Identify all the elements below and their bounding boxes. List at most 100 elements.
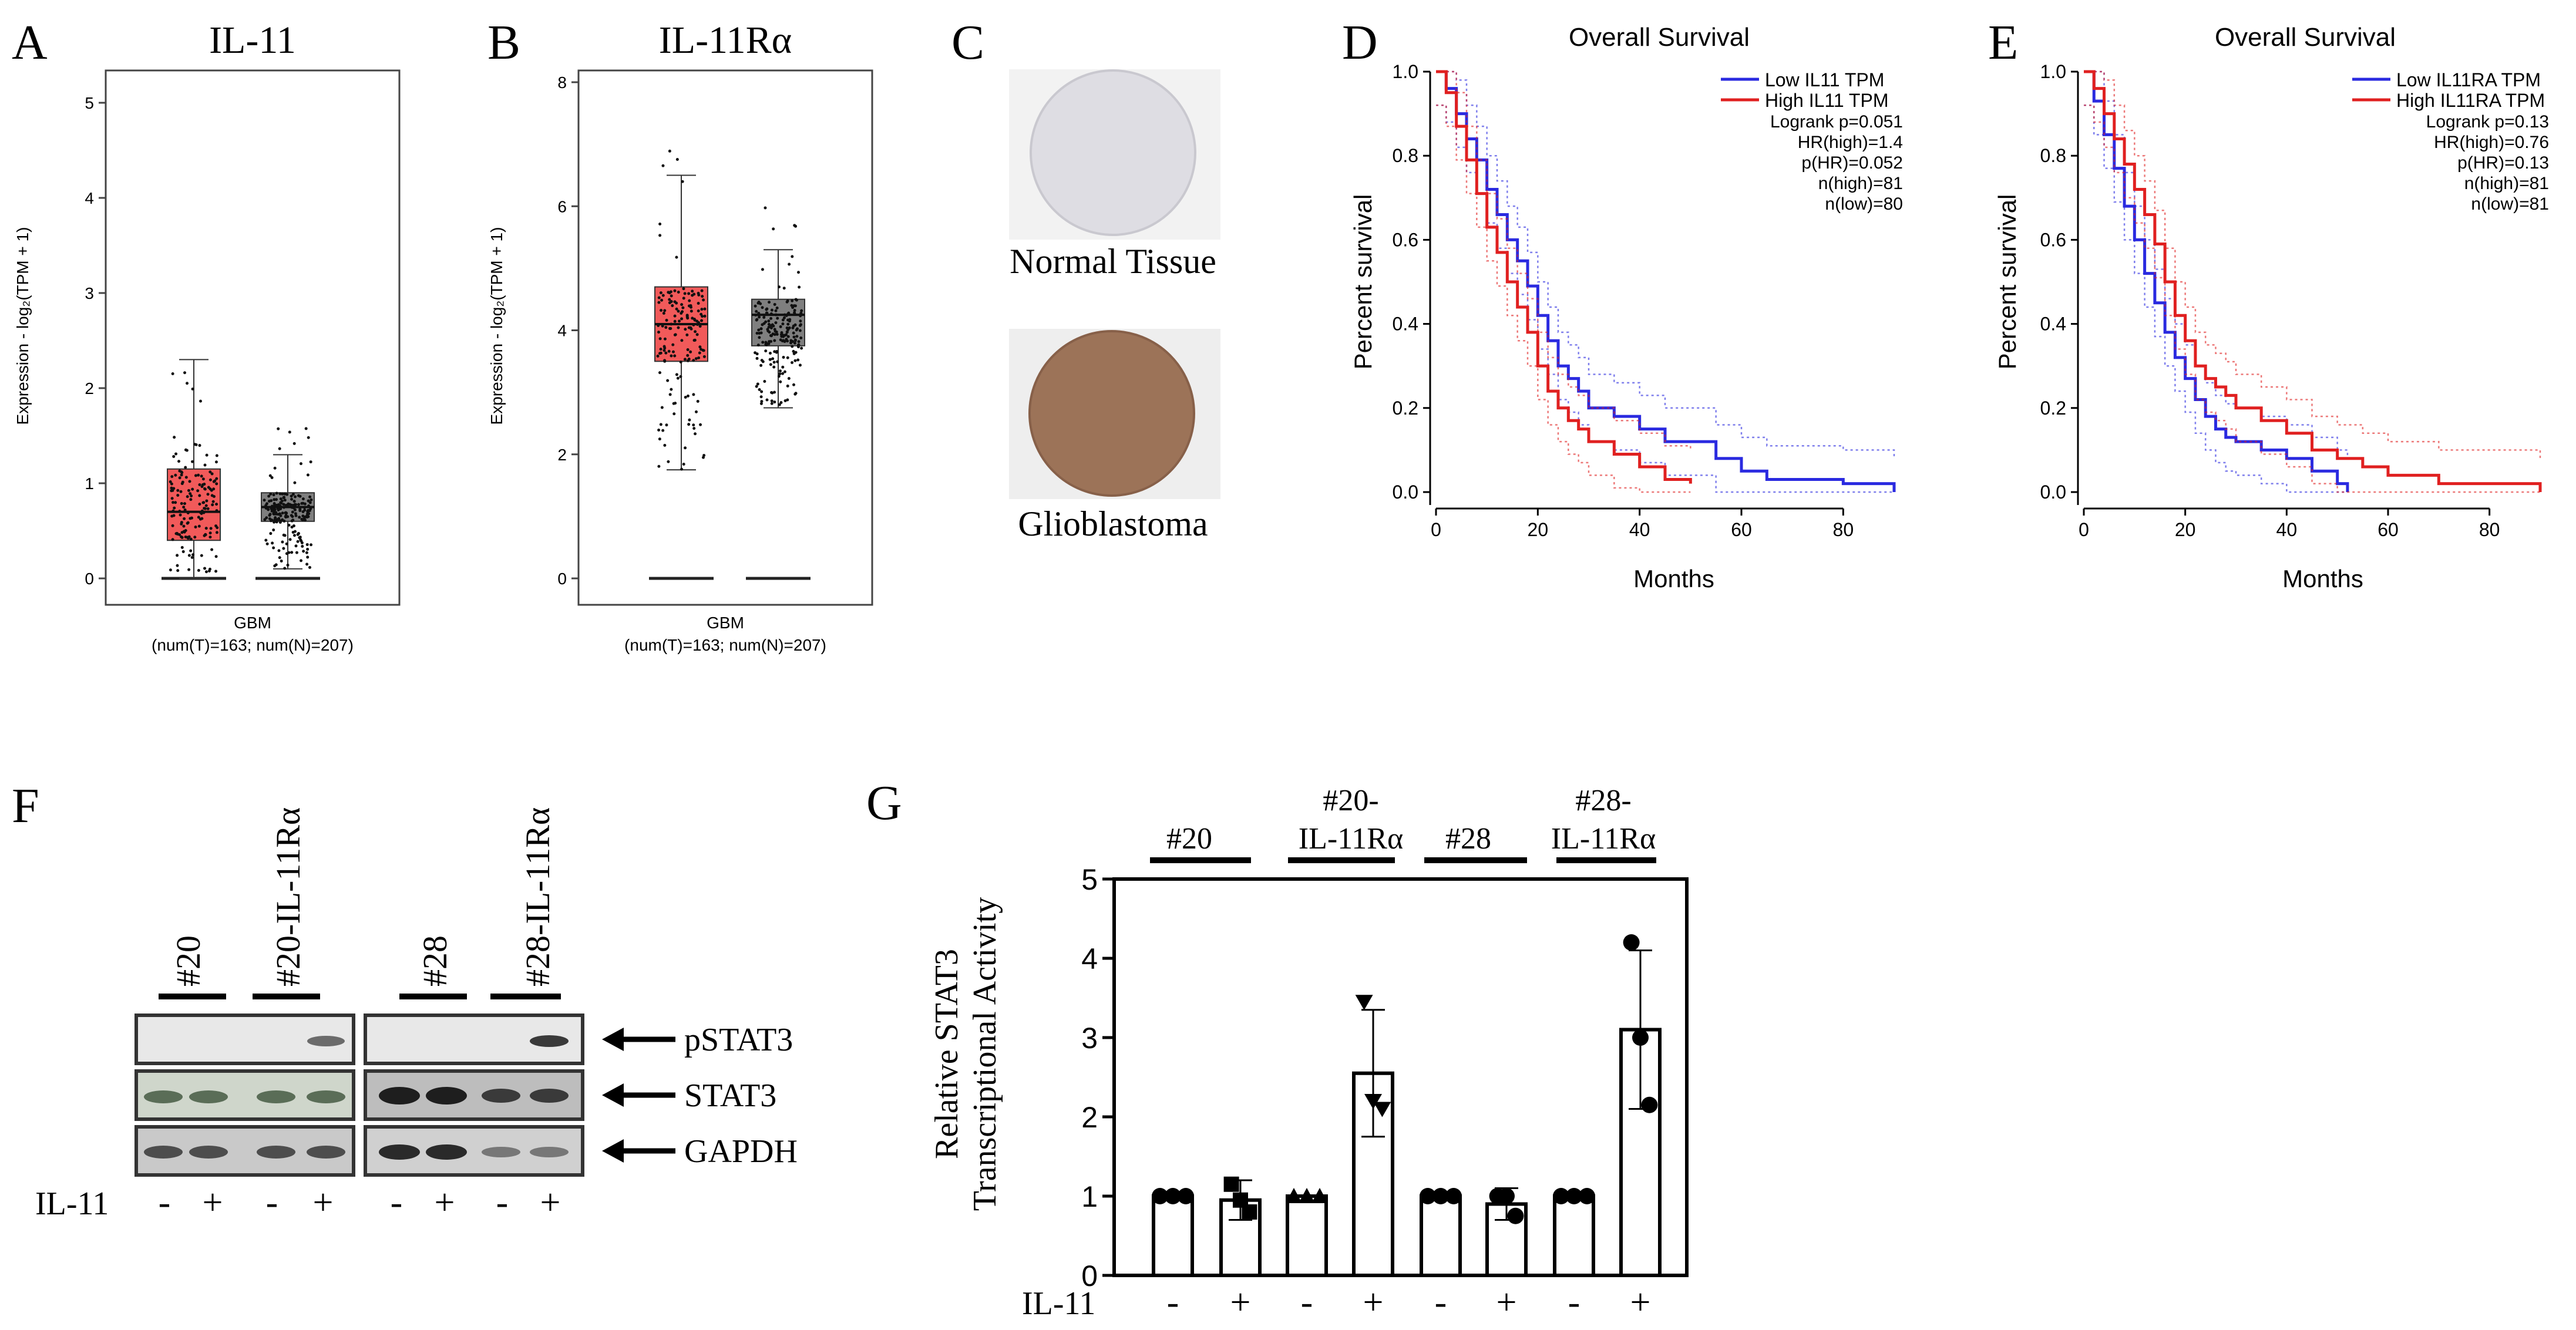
data-point	[305, 563, 309, 566]
data-point	[171, 509, 175, 513]
y-tick-label: 8	[557, 73, 567, 92]
data-point	[185, 449, 189, 452]
data-point	[191, 487, 194, 491]
panel-a-boxplot: 0 1 2 3 4 5	[85, 94, 320, 588]
data-point	[683, 292, 687, 295]
data-point	[798, 324, 802, 327]
data-point	[292, 442, 296, 445]
band	[426, 1144, 467, 1160]
data-point	[198, 483, 201, 487]
x-tick-label: 40	[1629, 519, 1650, 540]
data-point	[697, 321, 700, 324]
data-point	[762, 315, 766, 319]
data-point	[756, 382, 759, 386]
data-point	[178, 510, 181, 513]
data-point	[791, 361, 794, 365]
data-point	[174, 501, 177, 504]
data-point	[290, 526, 294, 529]
data-point	[782, 287, 786, 290]
data-point	[303, 509, 307, 512]
data-point	[768, 331, 771, 334]
plus-sign: +	[1230, 1282, 1251, 1322]
group-label-20-il11ra: #20-IL-11Rα	[269, 807, 307, 986]
data-point	[275, 503, 278, 507]
data-point	[663, 443, 667, 447]
data-point	[754, 304, 757, 308]
data-point	[277, 518, 281, 521]
data-point	[308, 501, 312, 504]
panel-d-ylabel: Percent survival	[1349, 194, 1377, 370]
data-point	[792, 383, 796, 386]
data-point	[768, 340, 771, 344]
data-point	[703, 307, 707, 311]
data-point	[1420, 1188, 1436, 1204]
data-point	[692, 427, 696, 430]
data-point	[776, 360, 779, 363]
data-point	[789, 341, 793, 345]
y-tick-label: 3	[85, 284, 94, 302]
legend-high: High IL11RA TPM	[2396, 90, 2545, 111]
data-point	[699, 423, 702, 426]
y-tick-label: 0	[557, 570, 567, 588]
data-point	[800, 309, 803, 312]
data-point	[178, 476, 181, 480]
data-point	[670, 294, 673, 298]
data-point	[264, 504, 268, 507]
data-point	[303, 518, 307, 522]
data-point	[762, 314, 766, 317]
data-point	[200, 554, 203, 557]
y-tick-label: 3	[1081, 1022, 1098, 1055]
data-point	[770, 399, 774, 403]
panel-a-frame	[105, 69, 401, 606]
data-point	[214, 524, 218, 528]
data-point	[798, 329, 802, 332]
km-curve-low	[2084, 70, 2349, 492]
data-point	[758, 332, 761, 335]
data-point	[697, 309, 700, 313]
data-point	[792, 324, 795, 328]
data-point	[780, 331, 783, 335]
x-tick-label: 60	[1731, 519, 1752, 540]
legend-low: Low IL11 TPM	[1765, 69, 1884, 90]
data-point	[773, 350, 776, 353]
x-tick-label: 80	[1833, 519, 1854, 540]
panel-d-title: Overall Survival	[1569, 23, 1750, 52]
data-point	[189, 492, 192, 496]
data-point	[676, 376, 680, 380]
panel-g-ylabel-line1: Relative STAT3	[929, 949, 965, 1159]
band	[144, 1146, 183, 1159]
data-point	[1299, 1188, 1315, 1203]
g-group-label-28-il11ra-1: #28-	[1575, 784, 1631, 817]
data-point	[210, 548, 214, 551]
data-point	[215, 477, 218, 480]
data-point	[170, 486, 173, 490]
data-point	[799, 311, 803, 315]
data-point	[795, 327, 799, 331]
confidence-band	[2084, 70, 2541, 459]
data-point	[799, 336, 803, 340]
data-point	[305, 551, 308, 554]
plus-sign: +	[1496, 1282, 1517, 1322]
panel-e-xlabel: Months	[2282, 565, 2363, 592]
stat-hr: HR(high)=0.76	[2434, 133, 2549, 152]
data-point	[290, 503, 294, 507]
y-tick-label: 0	[1081, 1260, 1098, 1292]
blot-pstat3-left	[134, 1014, 355, 1065]
data-point	[291, 510, 294, 514]
data-point	[308, 495, 312, 499]
data-point	[670, 300, 673, 304]
data-point	[677, 319, 681, 323]
data-point	[186, 521, 189, 525]
data-point	[680, 303, 684, 307]
data-point	[695, 333, 699, 336]
data-point	[309, 460, 312, 464]
data-point	[791, 255, 794, 258]
group-label-28-il11ra: #28-IL-11Rα	[519, 807, 557, 986]
panel-g-bar-chart: 0 1 2 3 4 5	[1081, 863, 1689, 1292]
data-point	[270, 507, 273, 510]
data-point	[1364, 1094, 1382, 1109]
data-point	[761, 341, 765, 344]
data-point	[675, 307, 678, 311]
panel-e-legend: Low IL11RA TPM High IL11RA TPM Logrank p…	[2352, 69, 2549, 214]
data-point	[795, 298, 798, 302]
